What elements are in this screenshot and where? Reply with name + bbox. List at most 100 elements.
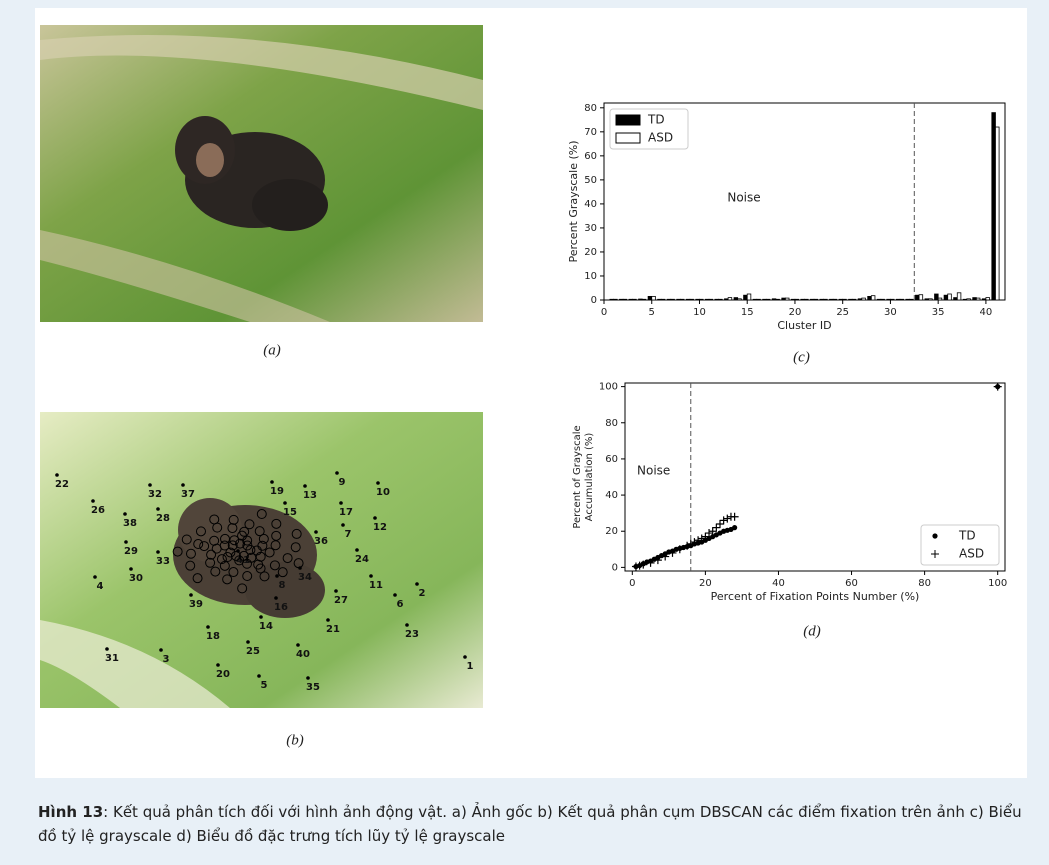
cluster-point bbox=[274, 596, 278, 600]
cluster-point bbox=[246, 640, 250, 644]
bar bbox=[910, 299, 914, 300]
page: (a) 222632371913910281517123836293341243… bbox=[0, 0, 1049, 865]
cluster-label: 12 bbox=[373, 522, 387, 533]
cluster-label: 18 bbox=[206, 631, 220, 642]
y-tick-label: 50 bbox=[584, 175, 597, 186]
legend-swatch bbox=[616, 115, 640, 125]
bar bbox=[938, 298, 942, 300]
subcaption: (d) bbox=[803, 623, 821, 639]
bar bbox=[967, 299, 971, 300]
x-tick-label: 30 bbox=[884, 307, 897, 318]
cluster-point bbox=[314, 530, 318, 534]
bar bbox=[734, 298, 738, 300]
bar bbox=[658, 299, 662, 300]
cluster-label: 4 bbox=[97, 581, 104, 592]
figure-caption: Hình 13: Kết quả phân tích đối với hình … bbox=[38, 800, 1028, 848]
figure: (a) 222632371913910281517123836293341243… bbox=[0, 0, 1049, 790]
cluster-label: 24 bbox=[355, 554, 369, 565]
cluster-label: 30 bbox=[129, 573, 143, 584]
bar bbox=[782, 298, 786, 300]
cluster-label: 22 bbox=[55, 479, 69, 490]
cluster-point bbox=[405, 623, 409, 627]
cluster-point bbox=[124, 540, 128, 544]
bar bbox=[830, 299, 834, 300]
bar bbox=[849, 299, 853, 300]
legend-swatch bbox=[616, 133, 640, 143]
cluster-label: 11 bbox=[369, 580, 383, 591]
bar bbox=[944, 295, 948, 300]
bar bbox=[629, 299, 633, 300]
bar bbox=[690, 299, 694, 300]
legend-label: TD bbox=[958, 529, 976, 543]
bar bbox=[919, 295, 923, 300]
bar bbox=[724, 299, 728, 300]
caption-text: : Kết quả phân tích đối với hình ảnh độn… bbox=[38, 803, 1022, 845]
cluster-label: 37 bbox=[181, 489, 195, 500]
x-tick-label: 0 bbox=[629, 578, 635, 589]
cluster-point bbox=[275, 574, 279, 578]
y-tick-label: 30 bbox=[584, 223, 597, 234]
x-tick-label: 60 bbox=[845, 578, 858, 589]
cluster-point bbox=[105, 647, 109, 651]
bar bbox=[763, 299, 767, 300]
cluster-point bbox=[181, 483, 185, 487]
bar bbox=[648, 296, 652, 300]
cluster-label: 6 bbox=[397, 599, 404, 610]
cluster-label: 5 bbox=[261, 680, 268, 691]
bar bbox=[623, 299, 627, 300]
cluster-label: 33 bbox=[156, 556, 170, 567]
caption-label: Hình 13 bbox=[38, 803, 103, 821]
y-tick-label: 20 bbox=[584, 247, 597, 258]
y-tick-label: 40 bbox=[584, 199, 597, 210]
legend-swatch bbox=[932, 533, 937, 538]
x-tick-label: 0 bbox=[601, 307, 607, 318]
cluster-label: 32 bbox=[148, 489, 162, 500]
bar bbox=[699, 299, 703, 300]
cluster-label: 13 bbox=[303, 490, 317, 501]
bar bbox=[948, 294, 952, 300]
cluster-label: 10 bbox=[376, 487, 390, 498]
bar bbox=[705, 299, 709, 300]
cluster-point bbox=[216, 663, 220, 667]
cluster-label: 29 bbox=[124, 546, 138, 557]
y-axis-label: Accumulation (%) bbox=[584, 433, 595, 522]
bar bbox=[887, 299, 891, 300]
bar bbox=[642, 299, 646, 300]
annotation: Noise bbox=[727, 191, 760, 205]
x-tick-label: 80 bbox=[918, 578, 931, 589]
bar bbox=[719, 299, 723, 300]
cluster-point bbox=[93, 575, 97, 579]
cluster-point bbox=[159, 648, 163, 652]
x-axis-label: Cluster ID bbox=[777, 319, 831, 332]
cluster-point bbox=[463, 655, 467, 659]
cluster-label: 35 bbox=[306, 682, 320, 693]
y-tick-label: 80 bbox=[605, 418, 618, 429]
cluster-point bbox=[369, 574, 373, 578]
bar bbox=[929, 299, 933, 300]
bar bbox=[766, 299, 770, 300]
bar bbox=[982, 299, 986, 300]
bar bbox=[839, 299, 843, 300]
x-tick-label: 40 bbox=[772, 578, 785, 589]
bar bbox=[915, 295, 919, 300]
cluster-point bbox=[283, 501, 287, 505]
bar bbox=[881, 299, 885, 300]
bar bbox=[890, 299, 894, 300]
cluster-label: 3 bbox=[163, 654, 170, 665]
y-tick-label: 0 bbox=[612, 562, 618, 573]
cluster-point bbox=[376, 481, 380, 485]
y-tick-label: 80 bbox=[584, 103, 597, 114]
cluster-point bbox=[156, 507, 160, 511]
bar bbox=[976, 298, 980, 300]
bar bbox=[791, 299, 795, 300]
x-tick-label: 40 bbox=[980, 307, 993, 318]
y-tick-label: 0 bbox=[591, 295, 597, 306]
bar bbox=[776, 299, 780, 300]
y-axis-label: Percent Grayscale (%) bbox=[567, 140, 580, 262]
x-tick-label: 100 bbox=[988, 578, 1007, 589]
bar bbox=[833, 299, 837, 300]
cluster-point bbox=[206, 625, 210, 629]
cluster-label: 1 bbox=[467, 661, 474, 672]
bar bbox=[772, 299, 776, 300]
point bbox=[732, 525, 737, 530]
